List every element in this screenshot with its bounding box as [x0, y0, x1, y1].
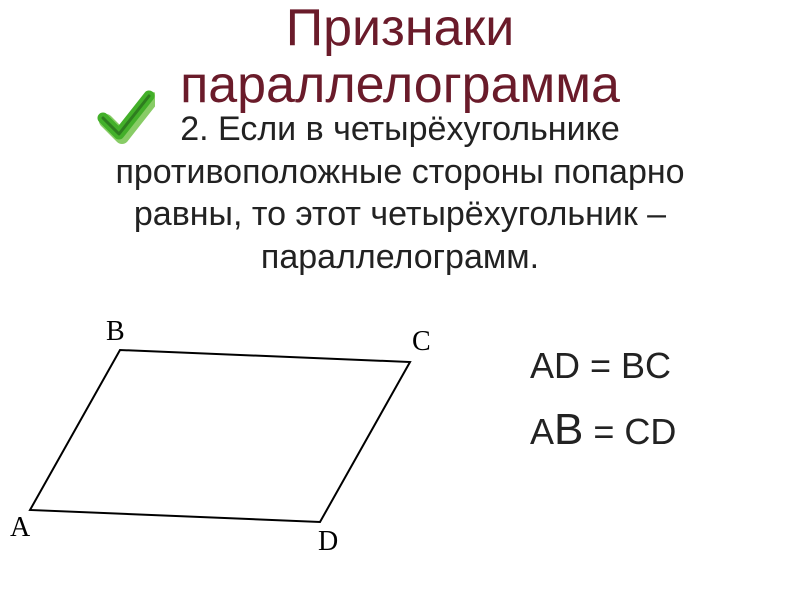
- eq2-rhs: = CD: [583, 411, 676, 452]
- equation-1: AD = BC: [530, 345, 676, 387]
- parallelogram-shape: [30, 350, 410, 522]
- parallelogram-diagram: A B C D: [10, 310, 440, 565]
- theorem-line-2: противоположные стороны попарно: [115, 153, 684, 191]
- theorem-line-1: 2. Если в четырёхугольнике: [180, 110, 620, 148]
- vertex-label-c: C: [412, 326, 431, 357]
- theorem-line-4: параллелограмм.: [261, 238, 539, 276]
- equations-block: AD = BC AB = CD: [530, 345, 676, 473]
- title-line-1: Признаки: [286, 0, 515, 57]
- vertex-label-b: B: [106, 316, 125, 347]
- eq2-lhs: A: [530, 411, 554, 452]
- theorem-line-3: равны, то этот четырёхугольник –: [134, 195, 666, 233]
- vertex-label-a: A: [10, 512, 31, 543]
- title-line-2: параллелограмма: [180, 56, 620, 114]
- eq2-big-b: B: [554, 405, 583, 454]
- theorem-text: 2. Если в четырёхугольнике противоположн…: [0, 108, 800, 278]
- equation-2: AB = CD: [530, 405, 676, 455]
- vertex-label-d: D: [318, 526, 338, 557]
- parallelogram-svg: A B C D: [10, 310, 440, 560]
